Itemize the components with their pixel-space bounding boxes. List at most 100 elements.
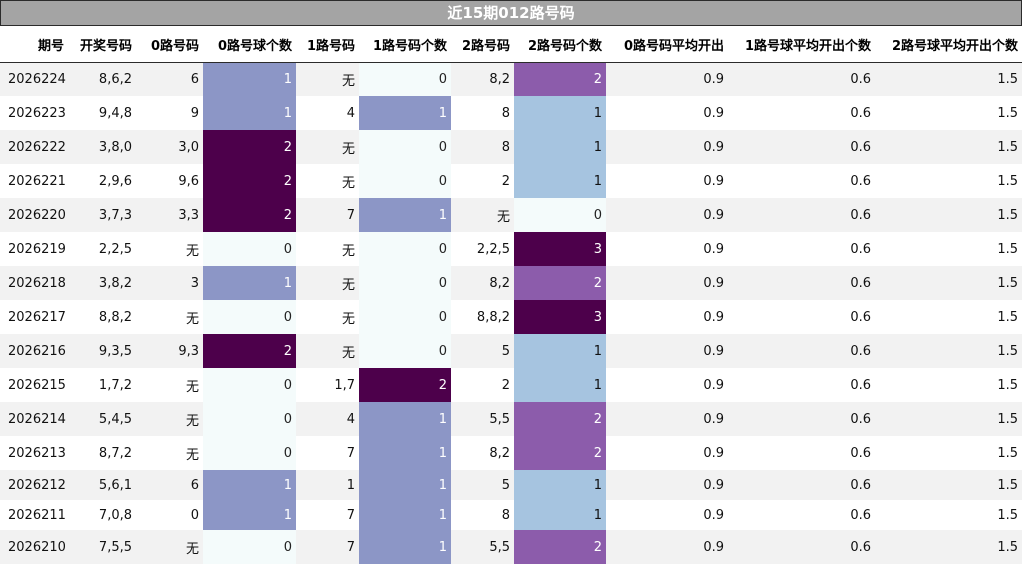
table-cell: 1.5 bbox=[875, 530, 1022, 564]
table-cell: 3,7,3 bbox=[68, 198, 136, 232]
table-cell: 1.5 bbox=[875, 130, 1022, 164]
table-cell: 7 bbox=[296, 198, 359, 232]
table-cell: 3,8,0 bbox=[68, 130, 136, 164]
table-cell: 1,7 bbox=[296, 368, 359, 402]
table-cell: 9,3,5 bbox=[68, 334, 136, 368]
table-cell: 2 bbox=[514, 530, 606, 564]
table-cell: 无 bbox=[296, 62, 359, 96]
table-cell: 0 bbox=[359, 130, 451, 164]
table-cell: 7,5,5 bbox=[68, 530, 136, 564]
table-cell: 1.5 bbox=[875, 198, 1022, 232]
column-header: 期号 bbox=[0, 27, 68, 62]
table-cell: 无 bbox=[296, 130, 359, 164]
table-cell: 5 bbox=[451, 470, 514, 500]
table-cell: 6 bbox=[136, 62, 203, 96]
table-cell: 2,2,5 bbox=[68, 232, 136, 266]
table-cell: 2026219 bbox=[0, 232, 68, 266]
table-cell: 5 bbox=[451, 334, 514, 368]
table-cell: 3 bbox=[514, 300, 606, 334]
table-cell: 2 bbox=[514, 62, 606, 96]
table-cell: 1 bbox=[359, 402, 451, 436]
table-body: 2026224 8,6,2 6 1 无 0 8,2 2 0.9 0.6 1.5 2026223 9,4,… bbox=[0, 62, 1022, 564]
table-cell: 8,8,2 bbox=[68, 300, 136, 334]
table-cell: 1.5 bbox=[875, 232, 1022, 266]
table-cell: 9,6 bbox=[136, 164, 203, 198]
table-row: 2026224 8,6,2 6 1 无 0 8,2 2 0.9 0.6 1.5 bbox=[0, 62, 1022, 96]
table-cell: 0 bbox=[136, 500, 203, 530]
table-cell: 1.5 bbox=[875, 402, 1022, 436]
table-cell: 1 bbox=[203, 96, 296, 130]
table-cell: 1.5 bbox=[875, 164, 1022, 198]
table-cell: 0.9 bbox=[606, 130, 728, 164]
table-cell: 1 bbox=[359, 530, 451, 564]
table-cell: 2026212 bbox=[0, 470, 68, 500]
table-cell: 8,2 bbox=[451, 62, 514, 96]
table-cell: 0 bbox=[203, 436, 296, 470]
table-row: 2026218 3,8,2 3 1 无 0 8,2 2 0.9 0.6 1.5 bbox=[0, 266, 1022, 300]
table-cell: 0 bbox=[359, 266, 451, 300]
table-row: 2026215 1,7,2 无 0 1,7 2 2 1 0.9 0.6 1.5 bbox=[0, 368, 1022, 402]
table-cell: 0.6 bbox=[728, 402, 875, 436]
table-title: 近15期012路号码 bbox=[0, 0, 1022, 26]
table-cell: 2 bbox=[203, 198, 296, 232]
table-cell: 无 bbox=[136, 402, 203, 436]
table-row: 2026222 3,8,0 3,0 2 无 0 8 1 0.9 0.6 1.5 bbox=[0, 130, 1022, 164]
table-row: 2026211 7,0,8 0 1 7 1 8 1 0.9 0.6 1.5 bbox=[0, 500, 1022, 530]
table-cell: 9,4,8 bbox=[68, 96, 136, 130]
table-cell: 1 bbox=[359, 470, 451, 500]
table-row: 2026212 5,6,1 6 1 1 1 5 1 0.9 0.6 1.5 bbox=[0, 470, 1022, 500]
table-cell: 7 bbox=[296, 436, 359, 470]
table-cell: 0.9 bbox=[606, 334, 728, 368]
table-cell: 0.9 bbox=[606, 96, 728, 130]
table-row: 2026219 2,2,5 无 0 无 0 2,2,5 3 0.9 0.6 1.5 bbox=[0, 232, 1022, 266]
table-cell: 无 bbox=[136, 436, 203, 470]
table-cell: 1 bbox=[514, 500, 606, 530]
table-cell: 1.5 bbox=[875, 62, 1022, 96]
table-cell: 2026214 bbox=[0, 402, 68, 436]
table-row: 2026214 5,4,5 无 0 4 1 5,5 2 0.9 0.6 1.5 bbox=[0, 402, 1022, 436]
table-cell: 0 bbox=[203, 300, 296, 334]
table-cell: 4 bbox=[296, 96, 359, 130]
table-cell: 0.9 bbox=[606, 300, 728, 334]
table-cell: 5,4,5 bbox=[68, 402, 136, 436]
table-cell: 0 bbox=[514, 198, 606, 232]
table-cell: 2026221 bbox=[0, 164, 68, 198]
table-cell: 0.6 bbox=[728, 266, 875, 300]
table-row: 2026221 2,9,6 9,6 2 无 0 2 1 0.9 0.6 1.5 bbox=[0, 164, 1022, 198]
table-cell: 1 bbox=[203, 470, 296, 500]
table-cell: 2 bbox=[514, 402, 606, 436]
table-cell: 1 bbox=[514, 470, 606, 500]
table-cell: 0.6 bbox=[728, 436, 875, 470]
table-cell: 0.6 bbox=[728, 300, 875, 334]
table-cell: 1.5 bbox=[875, 470, 1022, 500]
table-cell: 2026217 bbox=[0, 300, 68, 334]
table-cell: 0 bbox=[359, 164, 451, 198]
table-cell: 1.5 bbox=[875, 368, 1022, 402]
table-cell: 4 bbox=[296, 402, 359, 436]
table-cell: 0.6 bbox=[728, 500, 875, 530]
table-cell: 0.6 bbox=[728, 164, 875, 198]
table-cell: 8 bbox=[451, 500, 514, 530]
table-cell: 5,5 bbox=[451, 402, 514, 436]
table-cell: 5,5 bbox=[451, 530, 514, 564]
table-cell: 1 bbox=[203, 62, 296, 96]
table-cell: 1 bbox=[359, 198, 451, 232]
table-cell: 1 bbox=[359, 96, 451, 130]
table-cell: 0.9 bbox=[606, 500, 728, 530]
table-row: 2026217 8,8,2 无 0 无 0 8,8,2 3 0.9 0.6 1.5 bbox=[0, 300, 1022, 334]
table-cell: 0.9 bbox=[606, 266, 728, 300]
table-cell: 无 bbox=[296, 232, 359, 266]
table-cell: 0 bbox=[359, 334, 451, 368]
table-cell: 2,2,5 bbox=[451, 232, 514, 266]
column-header: 2路号码 bbox=[451, 27, 514, 62]
table-cell: 2,9,6 bbox=[68, 164, 136, 198]
table-cell: 0.9 bbox=[606, 470, 728, 500]
table-row: 2026216 9,3,5 9,3 2 无 0 5 1 0.9 0.6 1.5 bbox=[0, 334, 1022, 368]
header-row: 期号 开奖号码 0路号码 0路号球个数 1路号码 1路号码个数 2路号码 2路号码个数 0路号码… bbox=[0, 27, 1022, 62]
table-cell: 1 bbox=[203, 266, 296, 300]
table-cell: 2026223 bbox=[0, 96, 68, 130]
table-cell: 8,6,2 bbox=[68, 62, 136, 96]
table-cell: 8,7,2 bbox=[68, 436, 136, 470]
table-cell: 无 bbox=[136, 232, 203, 266]
table-cell: 0.9 bbox=[606, 530, 728, 564]
